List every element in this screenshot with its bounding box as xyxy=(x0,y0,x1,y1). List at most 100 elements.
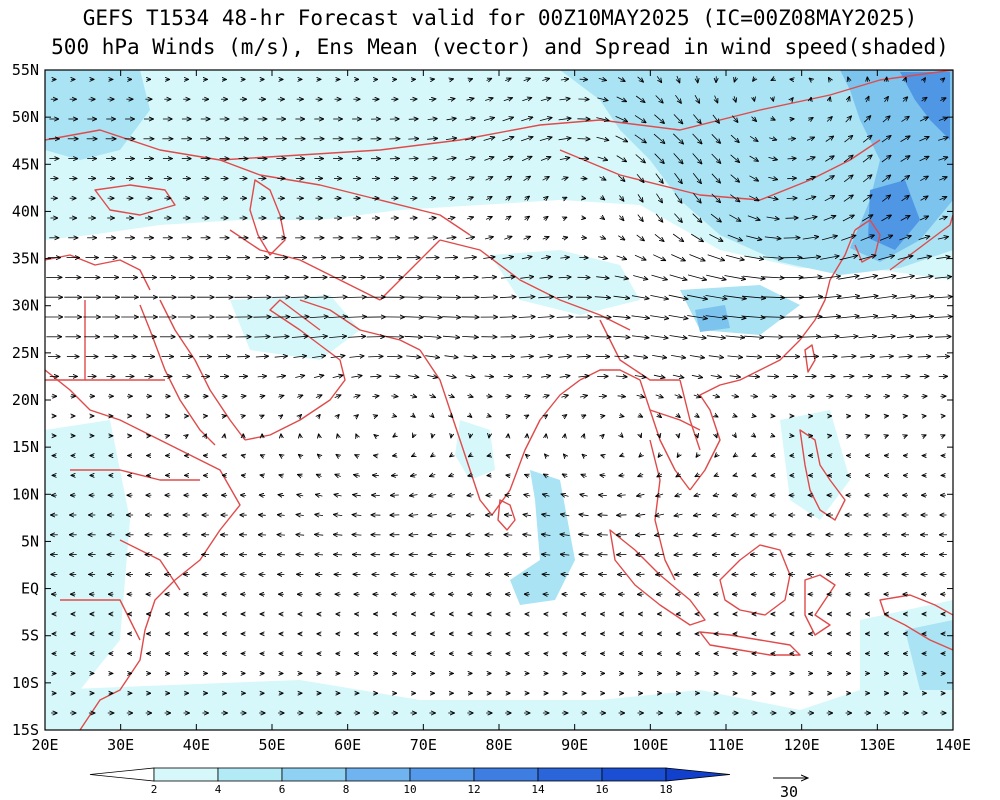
wind-vector xyxy=(727,356,743,358)
wind-vector xyxy=(674,193,682,203)
wind-vector xyxy=(431,415,434,418)
wind-vector xyxy=(504,535,513,536)
reference-vector: 30 xyxy=(773,778,808,800)
wind-vector xyxy=(711,173,721,183)
wind-vector xyxy=(442,336,460,337)
wind-vector xyxy=(506,416,510,417)
coast-sumatra xyxy=(609,529,706,626)
wind-vector xyxy=(923,78,925,81)
wind-vector xyxy=(614,356,628,357)
wind-vector xyxy=(449,79,453,80)
coast-red-sea-east xyxy=(159,299,246,441)
wind-vector xyxy=(312,356,326,358)
wind-vector xyxy=(222,416,226,417)
wind-vector xyxy=(837,296,860,299)
wind-vector xyxy=(582,218,586,219)
wind-vector xyxy=(616,155,627,162)
wind-vector xyxy=(900,376,910,377)
wind-vector xyxy=(860,356,874,357)
lat-label: 5S xyxy=(21,627,39,645)
wind-vector xyxy=(446,118,457,120)
lat-label: 10S xyxy=(12,674,39,692)
wind-vector xyxy=(393,435,396,437)
wind-vector xyxy=(521,117,533,122)
wind-vector xyxy=(829,97,830,101)
lat-label: 35N xyxy=(12,250,39,268)
wind-vector xyxy=(656,574,664,575)
wind-vector xyxy=(673,133,683,144)
wind-vector xyxy=(562,474,568,477)
wind-vector xyxy=(409,535,419,536)
wind-vector xyxy=(538,297,553,298)
wind-vector xyxy=(465,237,475,239)
wind-vector xyxy=(805,197,816,200)
wind-vector xyxy=(428,218,436,219)
wind-vector xyxy=(650,295,668,299)
wind-vector xyxy=(542,237,549,240)
wind-vector xyxy=(408,139,418,140)
wind-vector xyxy=(843,155,853,163)
wind-vector xyxy=(808,118,813,121)
wind-vector xyxy=(522,98,531,101)
wind-vector xyxy=(638,474,644,476)
wind-vector xyxy=(729,214,740,222)
wind-vector xyxy=(697,434,698,438)
wind-vector xyxy=(205,434,207,438)
shade-region-northeast xyxy=(560,70,953,275)
wind-vector xyxy=(746,356,761,357)
wind-vector xyxy=(485,98,493,101)
wind-vector xyxy=(692,153,702,164)
shade-region-south xyxy=(45,680,880,730)
wind-vector xyxy=(542,395,549,397)
wind-vector xyxy=(597,98,608,101)
wind-vector xyxy=(561,494,569,496)
lat-label: 40N xyxy=(12,202,39,220)
wind-vector xyxy=(273,336,289,337)
wind-vector xyxy=(654,114,664,124)
colorbar-segment xyxy=(537,767,603,782)
wind-vector xyxy=(520,356,534,357)
wind-vector xyxy=(673,153,683,163)
wind-vector xyxy=(820,256,839,260)
wind-vector xyxy=(742,275,765,279)
wind-vector xyxy=(878,256,894,261)
wind-vector xyxy=(706,274,726,280)
wind-vector xyxy=(486,396,492,397)
wind-vector xyxy=(280,415,283,417)
wind-vector xyxy=(714,415,718,417)
wind-vector xyxy=(372,396,379,397)
colorbar-segment xyxy=(473,767,539,782)
wind-vector xyxy=(896,336,914,337)
wind-vector xyxy=(668,315,688,318)
wind-vector xyxy=(544,474,549,477)
wind-vector xyxy=(469,415,472,418)
wind-vector xyxy=(675,574,683,575)
wind-vector xyxy=(410,495,418,496)
wind-vector xyxy=(318,415,321,418)
wind-vector xyxy=(393,455,397,456)
wind-vector xyxy=(430,79,434,80)
wind-vector xyxy=(598,396,607,397)
wind-vector xyxy=(761,277,785,278)
wind-vector xyxy=(274,356,288,357)
wind-vector xyxy=(673,114,683,123)
wind-vector xyxy=(674,514,683,516)
wind-vector xyxy=(523,554,532,555)
wind-vector xyxy=(651,274,668,280)
wind-vector xyxy=(678,434,679,438)
wind-vector xyxy=(730,154,740,163)
wind-vector xyxy=(487,455,491,456)
wind-vector xyxy=(446,375,456,377)
wind-vector xyxy=(334,514,343,515)
wind-vector xyxy=(406,356,421,357)
wind-vector xyxy=(541,257,550,259)
wind-vector xyxy=(733,475,737,476)
wind-vector xyxy=(754,97,755,101)
wind-vector xyxy=(785,218,799,219)
lat-label: 45N xyxy=(12,155,39,173)
wind-vector xyxy=(260,475,264,476)
wind-vector xyxy=(583,434,584,438)
wind-vector xyxy=(537,317,554,318)
wind-vector xyxy=(468,475,473,476)
wind-vector xyxy=(558,118,572,120)
